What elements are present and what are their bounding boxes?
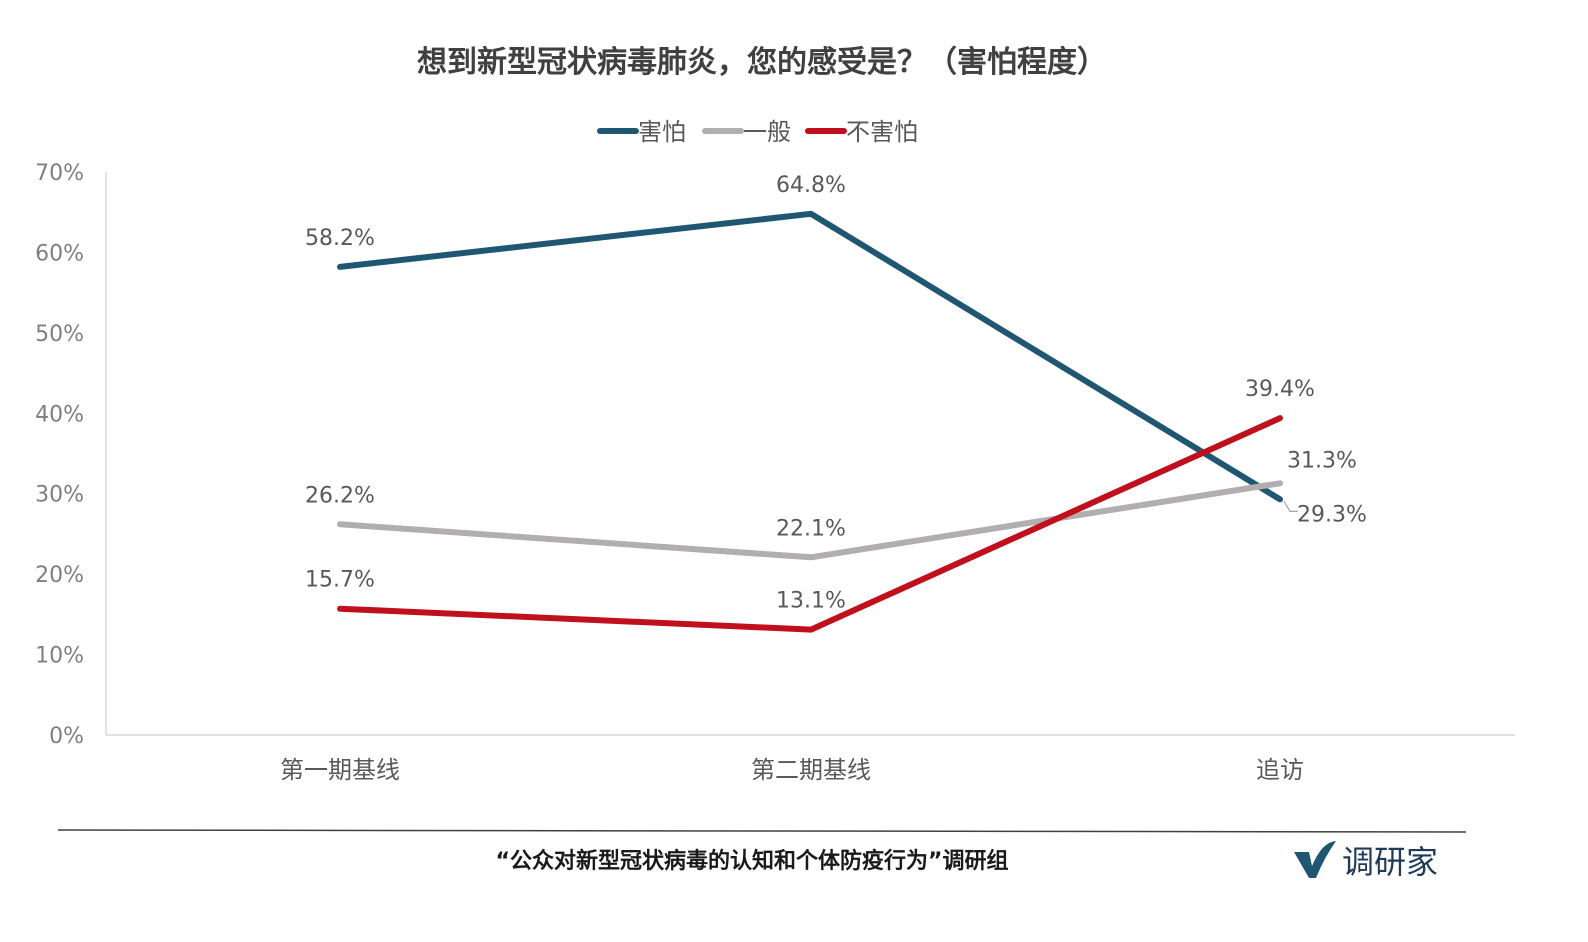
y-tick-label: 40%: [35, 402, 84, 427]
x-tick-label: 追访: [1256, 756, 1304, 784]
legend: 害怕 一般 不害怕: [597, 118, 918, 146]
y-tick-label: 30%: [35, 483, 84, 508]
brand-logo: 调研家: [1294, 841, 1438, 881]
y-tick-label: 60%: [35, 241, 84, 266]
legend-label-3: 不害怕: [846, 118, 918, 146]
data-label: 13.1%: [776, 589, 846, 614]
chart-title: 想到新型冠状病毒肺炎，您的感受是？（害怕程度）: [417, 45, 1107, 80]
legend-label-1: 害怕: [638, 118, 686, 146]
label-leader-line: [1283, 501, 1298, 512]
data-label: 31.3%: [1287, 448, 1357, 473]
series-line-3: [337, 415, 1283, 633]
footer-divider: [57, 829, 1467, 833]
data-label: 58.2%: [305, 226, 375, 251]
y-tick-label: 70%: [35, 161, 84, 186]
data-label: 22.1%: [776, 516, 846, 541]
series-lines: [337, 210, 1283, 633]
legend-label-2: 一般: [743, 118, 791, 146]
y-axis: 0% 10% 20% 30% 40% 50% 60% 70%: [35, 161, 107, 749]
data-labels: 58.2% 64.8% 29.3% 26.2% 22.1% 31.3% 15.7% 13.1%…: [305, 173, 1367, 614]
data-label: 39.4%: [1245, 377, 1315, 402]
x-tick-label: 第二期基线: [751, 756, 871, 784]
y-tick-label: 0%: [49, 724, 84, 749]
series-line-1: [337, 210, 1283, 503]
data-label: 64.8%: [776, 173, 846, 198]
x-axis: 第一期基线 第二期基线 追访: [106, 734, 1515, 784]
data-label: 26.2%: [305, 483, 375, 508]
data-label: 15.7%: [305, 568, 375, 593]
brand-logo-icon: [1294, 841, 1336, 878]
y-tick-label: 10%: [35, 644, 84, 669]
brand-name: 调研家: [1342, 843, 1438, 881]
data-label: 29.3%: [1297, 502, 1367, 527]
y-tick-label: 50%: [35, 322, 84, 347]
source-caption: “公众对新型冠状病毒的认知和个体防疫行为”调研组: [496, 848, 1009, 874]
x-tick-label: 第一期基线: [280, 756, 400, 784]
series-line-2: [337, 480, 1283, 561]
y-tick-label: 20%: [35, 563, 84, 588]
